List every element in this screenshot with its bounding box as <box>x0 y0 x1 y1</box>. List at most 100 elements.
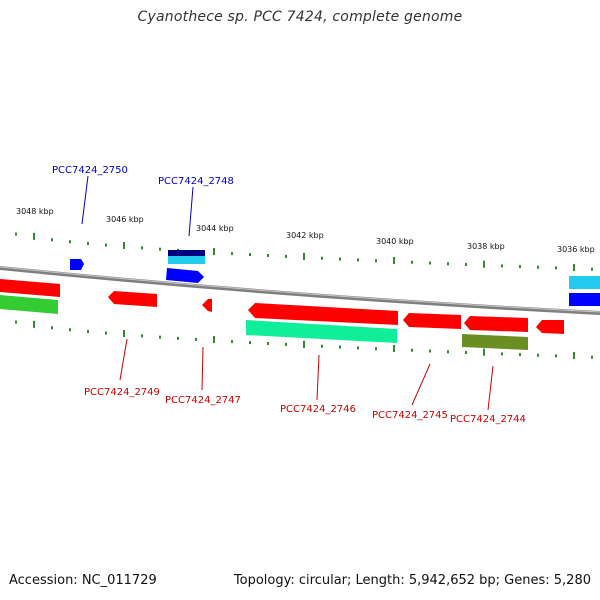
lower-ruler-minor-tick <box>249 341 251 345</box>
upper-ruler-minor-tick <box>519 265 521 269</box>
lower-ruler-major-tick <box>123 330 125 338</box>
gene-PCC7424_2744[interactable] <box>464 316 528 332</box>
scale-label-3040: 3040 kbp <box>376 237 414 246</box>
lower-ruler-minor-tick <box>285 342 287 346</box>
upper-ruler-minor-tick <box>465 262 467 266</box>
upper-ruler-minor-tick <box>231 252 233 256</box>
scale-label-3044: 3044 kbp <box>196 224 234 233</box>
upper-ruler-major-tick <box>213 248 215 256</box>
upper-ruler-major-tick <box>393 256 395 264</box>
upper-ruler-major-tick <box>573 264 575 272</box>
lower-ruler-minor-tick <box>519 353 521 357</box>
lower-ruler-minor-tick <box>591 355 593 359</box>
leader-2744 <box>487 365 494 411</box>
upper-ruler-major-tick <box>123 242 125 250</box>
lower-ruler-minor-tick <box>69 328 71 332</box>
lower-ruler-minor-tick <box>15 320 17 324</box>
gene-PCC7424_2749[interactable] <box>108 291 157 307</box>
upper-ruler-minor-tick <box>141 246 143 250</box>
upper-ruler-minor-tick <box>429 261 431 265</box>
upper-ruler-minor-tick <box>321 256 323 260</box>
upper-ruler-minor-tick <box>69 240 71 244</box>
lower-ruler-minor-tick <box>465 350 467 354</box>
gene-PCC7424_2747[interactable] <box>202 299 212 312</box>
upper-ruler-minor-tick <box>447 262 449 266</box>
gene-label-2750[interactable]: PCC7424_2750 <box>52 165 128 176</box>
leader-2745 <box>411 363 431 406</box>
lower-ruler-major-tick <box>303 340 305 348</box>
genome-backbone <box>0 266 600 315</box>
upper-ruler-minor-tick <box>87 241 89 245</box>
lower-ruler-minor-tick <box>375 347 377 351</box>
gene-label-2744[interactable]: PCC7424_2744 <box>450 414 526 425</box>
upper-ruler-minor-tick <box>51 238 53 242</box>
gene-PCC7424_2750[interactable] <box>70 259 84 270</box>
upper-ruler-minor-tick <box>249 253 251 257</box>
upper-ruler-minor-tick <box>411 260 413 264</box>
lower-ruler-minor-tick <box>555 354 557 358</box>
upper-ruler-minor-tick <box>15 232 17 236</box>
upper-ruler-minor-tick <box>501 264 503 268</box>
gene-right-cyan[interactable] <box>569 276 600 289</box>
gene-PCC7424_2748-cyan[interactable] <box>168 256 205 264</box>
gene-right-blue[interactable] <box>569 293 600 306</box>
gene-left-green[interactable] <box>0 295 58 314</box>
upper-ruler-minor-tick <box>555 266 557 270</box>
lower-ruler-major-tick <box>213 336 215 344</box>
lower-ruler-minor-tick <box>339 345 341 349</box>
lower-ruler-minor-tick <box>501 352 503 356</box>
scale-label-3042: 3042 kbp <box>286 231 324 240</box>
lower-ruler-minor-tick <box>51 326 53 330</box>
gene-label-2749[interactable]: PCC7424_2749 <box>84 387 160 398</box>
lower-ruler-minor-tick <box>159 335 161 339</box>
upper-ruler-minor-tick <box>105 243 107 247</box>
lower-ruler-minor-tick <box>537 353 539 357</box>
upper-ruler-major-tick <box>33 232 35 240</box>
gene-blue-2748b[interactable] <box>166 268 204 283</box>
gene-PCC7424_2746-teal[interactable] <box>246 320 397 343</box>
label-leaders <box>81 175 494 411</box>
lower-ruler-minor-tick <box>411 348 413 352</box>
lower-ruler-major-tick <box>393 344 395 352</box>
upper-ruler-minor-tick <box>375 259 377 263</box>
leader-2750 <box>81 175 89 225</box>
lower-ruler-minor-tick <box>321 344 323 348</box>
upper-ruler-minor-tick <box>357 258 359 262</box>
gene-left-red[interactable] <box>0 279 60 297</box>
scale-label-3038: 3038 kbp <box>467 242 505 251</box>
scale-label-3036: 3036 kbp <box>557 245 595 254</box>
scale-label-3048: 3048 kbp <box>16 207 54 216</box>
gene-PCC7424_2744-olive[interactable] <box>462 334 528 350</box>
upper-ruler-minor-tick <box>591 267 593 271</box>
gene-PCC7424_2748-navy[interactable] <box>168 250 205 256</box>
reverse-genes <box>0 279 564 350</box>
lower-ruler-major-tick <box>573 352 575 360</box>
gene-PCC7424_2745[interactable] <box>403 313 461 329</box>
gene-right-red[interactable] <box>536 320 564 334</box>
lower-ruler-minor-tick <box>105 331 107 335</box>
gene-label-2747[interactable]: PCC7424_2747 <box>165 395 241 406</box>
upper-ruler-minor-tick <box>159 247 161 251</box>
upper-ruler-minor-tick <box>339 257 341 261</box>
leader-2747 <box>201 346 204 391</box>
leader-2749 <box>119 338 128 381</box>
lower-ruler-minor-tick <box>447 350 449 354</box>
lower-ruler-minor-tick <box>267 342 269 346</box>
leader-2746 <box>316 354 320 401</box>
gene-labels: PCC7424_2750 PCC7424_2748 PCC7424_2749 P… <box>52 165 526 425</box>
gene-PCC7424_2746[interactable] <box>248 303 398 325</box>
lower-ruler-major-tick <box>33 320 35 328</box>
upper-ruler-major-tick <box>483 260 485 268</box>
upper-ruler-major-tick <box>303 252 305 260</box>
genome-backbone-highlight <box>0 266 600 313</box>
lower-ruler-minor-tick <box>429 349 431 353</box>
map-title: Cyanothece sp. PCC 7424, complete genome <box>137 9 463 25</box>
upper-ruler-minor-tick <box>267 254 269 258</box>
lower-ruler-minor-tick <box>357 346 359 350</box>
topology-stats-text: Topology: circular; Length: 5,942,652 bp… <box>233 573 591 588</box>
gene-label-2746[interactable]: PCC7424_2746 <box>280 404 356 415</box>
gene-label-2748[interactable]: PCC7424_2748 <box>158 176 234 187</box>
gene-label-2745[interactable]: PCC7424_2745 <box>372 410 448 421</box>
scale-label-3046: 3046 kbp <box>106 215 144 224</box>
